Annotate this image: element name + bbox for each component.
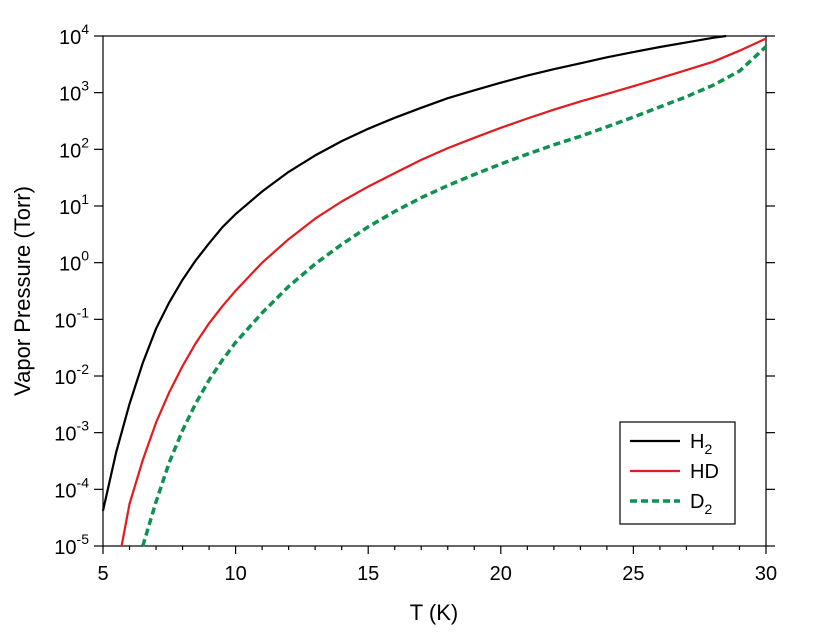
series-line-hd — [120, 37, 767, 547]
series-line-h2 — [101, 34, 727, 511]
y-tick-label: 10-2 — [54, 361, 89, 389]
x-tick-label: 5 — [97, 563, 108, 585]
y-tick-label: 102 — [59, 134, 89, 162]
y-tick-label: 10-1 — [54, 304, 89, 332]
x-tick-label: 20 — [490, 563, 512, 585]
y-axis-title: Vapor Pressure (Torr) — [10, 186, 35, 396]
legend-label-d2: D2 — [690, 491, 712, 517]
y-axis-ticks: 10-5 10-4 10-3 10-2 10-1 100 101 102 103 104 — [54, 21, 775, 559]
legend-label-h2: H2 — [690, 431, 712, 457]
legend-items: H2 HD D2 — [630, 431, 719, 517]
x-tick-label: 10 — [224, 563, 246, 585]
legend: H2 HD D2 — [619, 421, 736, 525]
y-tick-label: 101 — [59, 191, 89, 219]
legend-box — [619, 421, 736, 525]
plot-frame — [102, 35, 767, 547]
x-tick-label: 25 — [622, 563, 644, 585]
series-line-d2 — [141, 45, 768, 547]
x-tick-label: 30 — [755, 563, 777, 585]
series-layer — [101, 34, 768, 547]
x-tick-label: 15 — [357, 563, 379, 585]
x-axis-title: T (K) — [410, 600, 458, 625]
y-tick-label: 10-4 — [54, 474, 89, 502]
legend-label-hd: HD — [690, 461, 719, 483]
y-tick-label: 103 — [59, 78, 89, 106]
y-tick-label: 10-3 — [54, 418, 89, 446]
y-tick-label: 104 — [59, 21, 89, 49]
y-tick-label: 10-5 — [54, 531, 89, 559]
x-axis-ticks: 5 10 15 20 25 30 — [97, 546, 777, 585]
y-tick-label: 100 — [59, 248, 89, 276]
